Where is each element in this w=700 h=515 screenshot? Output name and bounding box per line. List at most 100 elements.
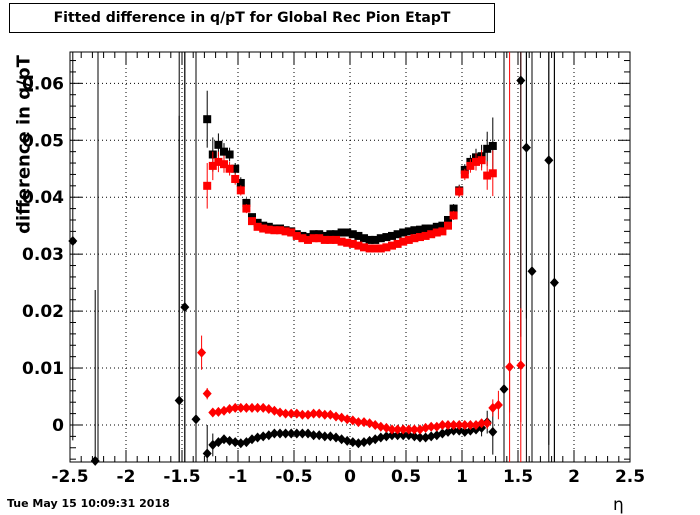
- square-marker: [488, 169, 497, 178]
- diamond-marker: [454, 419, 464, 430]
- y-tick-label: 0.04: [22, 188, 64, 208]
- square-marker: [214, 140, 223, 149]
- x-tick-label: -1: [229, 467, 248, 487]
- square-marker: [343, 228, 352, 237]
- square-marker: [371, 244, 380, 253]
- diamond-marker: [342, 414, 352, 425]
- square-marker: [382, 233, 391, 242]
- diamond-marker: [202, 388, 212, 399]
- diamond-marker: [393, 424, 403, 435]
- square-marker: [337, 228, 346, 237]
- x-tick-label: 2: [568, 467, 580, 487]
- diamond-marker: [409, 424, 419, 435]
- square-marker: [231, 174, 240, 183]
- diamond-marker: [230, 402, 240, 413]
- square-marker: [393, 239, 402, 248]
- diamond-marker: [236, 402, 246, 413]
- y-tick-label: 0.06: [22, 74, 64, 94]
- diamond-marker: [174, 395, 184, 406]
- diamond-marker: [297, 428, 307, 439]
- data-series: [197, 308, 526, 435]
- square-marker: [225, 164, 234, 173]
- diamond-marker: [286, 428, 296, 439]
- diamond-marker: [297, 409, 307, 420]
- data-series: [203, 149, 497, 253]
- diamond-marker: [292, 428, 302, 439]
- diamond-marker: [421, 432, 431, 443]
- square-marker: [225, 150, 234, 159]
- diamond-marker: [527, 266, 537, 277]
- diamond-marker: [521, 142, 531, 153]
- y-axis-label: difference in q/pT: [13, 55, 35, 234]
- data-series: [68, 52, 559, 466]
- diamond-marker: [460, 426, 470, 437]
- diamond-marker: [342, 435, 352, 446]
- diamond-marker: [208, 407, 218, 418]
- square-marker: [337, 237, 346, 246]
- diamond-marker: [443, 426, 453, 437]
- square-marker: [220, 160, 228, 169]
- square-marker: [214, 157, 223, 166]
- square-marker: [348, 230, 357, 239]
- diamond-marker: [465, 419, 475, 430]
- square-marker: [276, 226, 284, 235]
- diamond-marker: [90, 455, 100, 466]
- diamond-marker: [202, 448, 212, 459]
- x-tick-labels: -2.5 -2 -1.5 -1 -0.5 0 0.5 1 1.5 2 2.5: [51, 467, 645, 487]
- square-marker: [376, 244, 385, 253]
- x-tick-label: -2.5: [51, 467, 88, 487]
- data-markers: [68, 52, 559, 466]
- square-marker: [410, 234, 419, 243]
- chart-title-box: Fitted difference in q/pT for Global Rec…: [9, 3, 495, 33]
- diamond-marker: [258, 431, 268, 442]
- square-marker: [326, 230, 335, 239]
- square-marker: [455, 187, 464, 196]
- square-marker: [444, 215, 452, 224]
- square-marker: [365, 235, 374, 244]
- diamond-marker: [381, 431, 391, 442]
- diamond-marker: [426, 431, 436, 442]
- diamond-marker: [247, 402, 257, 413]
- y-tick-label: 0.02: [22, 302, 64, 322]
- square-marker: [259, 224, 268, 233]
- square-marker: [404, 235, 413, 244]
- square-marker: [343, 238, 352, 247]
- diamond-marker: [180, 302, 190, 313]
- diamond-marker: [281, 428, 291, 439]
- y-tick-label: 0.03: [22, 245, 64, 265]
- square-marker: [332, 235, 340, 244]
- diamond-marker: [253, 432, 263, 443]
- diamond-marker: [415, 432, 425, 443]
- square-marker: [477, 156, 486, 165]
- diamond-marker: [393, 430, 403, 441]
- square-marker: [399, 228, 408, 237]
- diamond-marker: [499, 384, 509, 395]
- square-marker: [421, 231, 430, 240]
- diamond-marker: [253, 402, 263, 413]
- diamond-marker: [493, 400, 503, 411]
- diamond-marker: [544, 155, 554, 166]
- square-marker: [483, 171, 492, 180]
- y-tick-labels: 0 0.01 0.02 0.03 0.04 0.05 0.06: [22, 74, 64, 436]
- diamond-marker: [348, 437, 358, 448]
- diamond-marker: [516, 360, 526, 371]
- diamond-marker: [197, 347, 207, 358]
- diamond-marker: [258, 402, 268, 413]
- diamond-marker: [465, 425, 475, 436]
- square-marker: [320, 235, 329, 244]
- diamond-marker: [359, 417, 369, 428]
- diamond-marker: [314, 430, 324, 441]
- diamond-marker: [505, 361, 515, 372]
- x-tick-label: -0.5: [275, 467, 312, 487]
- x-tick-label: 0.5: [391, 467, 421, 487]
- diamond-marker: [236, 438, 246, 449]
- diamond-marker: [241, 402, 251, 413]
- diamond-marker: [443, 419, 453, 430]
- x-tick-label: 1.5: [503, 467, 533, 487]
- diamond-marker: [353, 438, 363, 449]
- diamond-marker: [309, 408, 319, 419]
- diamond-marker: [449, 425, 459, 436]
- square-marker: [360, 243, 368, 252]
- diamond-marker: [225, 435, 235, 446]
